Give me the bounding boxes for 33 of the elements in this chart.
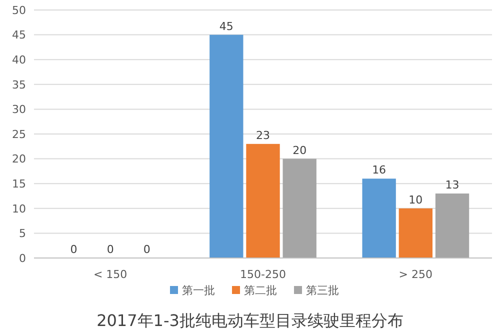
bar: [282, 158, 316, 258]
y-tick-label: 30: [12, 103, 26, 116]
data-label: 0: [106, 243, 114, 256]
data-label: 23: [256, 128, 270, 142]
legend-label: 第一批: [182, 284, 215, 297]
y-tick-label: 10: [12, 202, 26, 216]
bar: [246, 144, 280, 258]
data-label: 45: [219, 20, 234, 33]
x-tick-label: > 250: [398, 268, 433, 281]
bar: [210, 34, 244, 258]
data-label: 16: [372, 164, 386, 177]
bar: [398, 208, 432, 258]
y-tick-label: 5: [19, 227, 26, 240]
x-tick-label: < 150: [93, 268, 128, 281]
y-tick-label: 15: [12, 177, 26, 190]
y-tick-label: 40: [12, 53, 26, 66]
x-tick-label: 150-250: [240, 268, 286, 281]
y-tick-label: 20: [12, 152, 26, 166]
y-tick-label: 45: [12, 28, 26, 42]
bar: [362, 178, 396, 258]
y-tick-label: 50: [12, 4, 26, 17]
data-label: 0: [70, 243, 78, 256]
data-label: 13: [445, 178, 460, 192]
y-tick-label: 35: [12, 78, 26, 92]
legend-label: 第二批: [244, 284, 277, 297]
y-tick-label: 0: [19, 252, 26, 265]
data-label: 0: [143, 243, 150, 256]
data-label: 20: [292, 144, 307, 157]
legend-label: 第三批: [306, 284, 339, 297]
y-tick-label: 25: [12, 128, 26, 141]
bar: [435, 194, 470, 258]
text: 2017年1-3批纯电动车型目录续驶里程分布: [96, 311, 404, 330]
data-label: 10: [408, 193, 423, 206]
